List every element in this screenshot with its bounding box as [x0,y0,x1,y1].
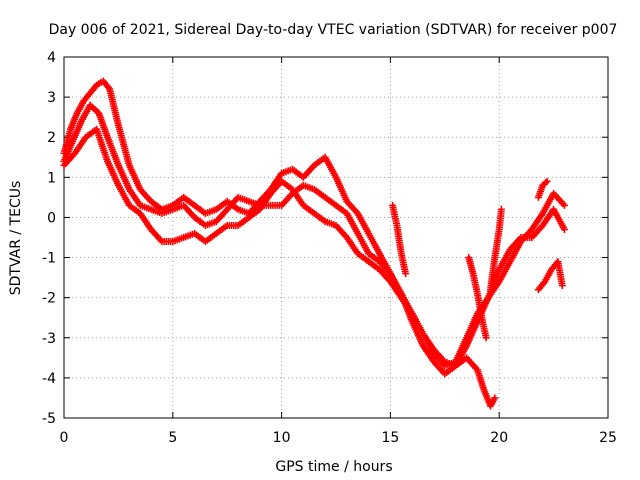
x-axis-label: GPS time / hours [275,459,392,475]
tick-layer: 0 5 10 15 20 25 -5 -4 -3 -2 -1 0 1 2 3 4 [42,50,617,446]
y-tick-label: -1 [42,251,56,267]
series-7 [534,258,566,294]
y-axis-label: SDTVAR / TECUs [8,181,24,296]
y-tick-label: 3 [47,90,56,106]
y-tick-label: -2 [42,291,56,307]
series-6 [486,205,505,294]
series-5 [465,254,490,342]
y-tick-label: 0 [47,210,56,226]
data-point [558,282,566,290]
y-tick-label: -4 [42,371,56,387]
series-4 [389,201,410,278]
x-tick-label: 25 [599,430,617,446]
x-tick-label: 20 [490,430,508,446]
plot-frame [63,56,609,419]
y-tick-label: 2 [47,130,56,146]
y-tick-label: 4 [47,50,56,66]
data-point [491,394,499,402]
data-point [560,225,568,233]
series-1 [60,77,499,410]
data-point [497,205,505,213]
data-layer [60,77,568,410]
data-point [482,334,490,342]
data-point [560,201,568,209]
y-tick-label: 1 [47,170,56,186]
data-point [543,177,551,185]
chart-title: Day 006 of 2021, Sidereal Day-to-day VTE… [49,22,618,38]
series-3 [60,125,568,370]
x-tick-label: 15 [381,430,399,446]
y-tick-label: -3 [42,331,56,347]
data-point [402,270,410,278]
x-tick-label: 0 [60,430,69,446]
series-2 [60,101,568,378]
y-tick-label: -5 [42,411,56,427]
x-tick-label: 10 [273,430,291,446]
series-8 [534,177,551,201]
data-point [542,179,550,187]
x-tick-label: 5 [168,430,177,446]
